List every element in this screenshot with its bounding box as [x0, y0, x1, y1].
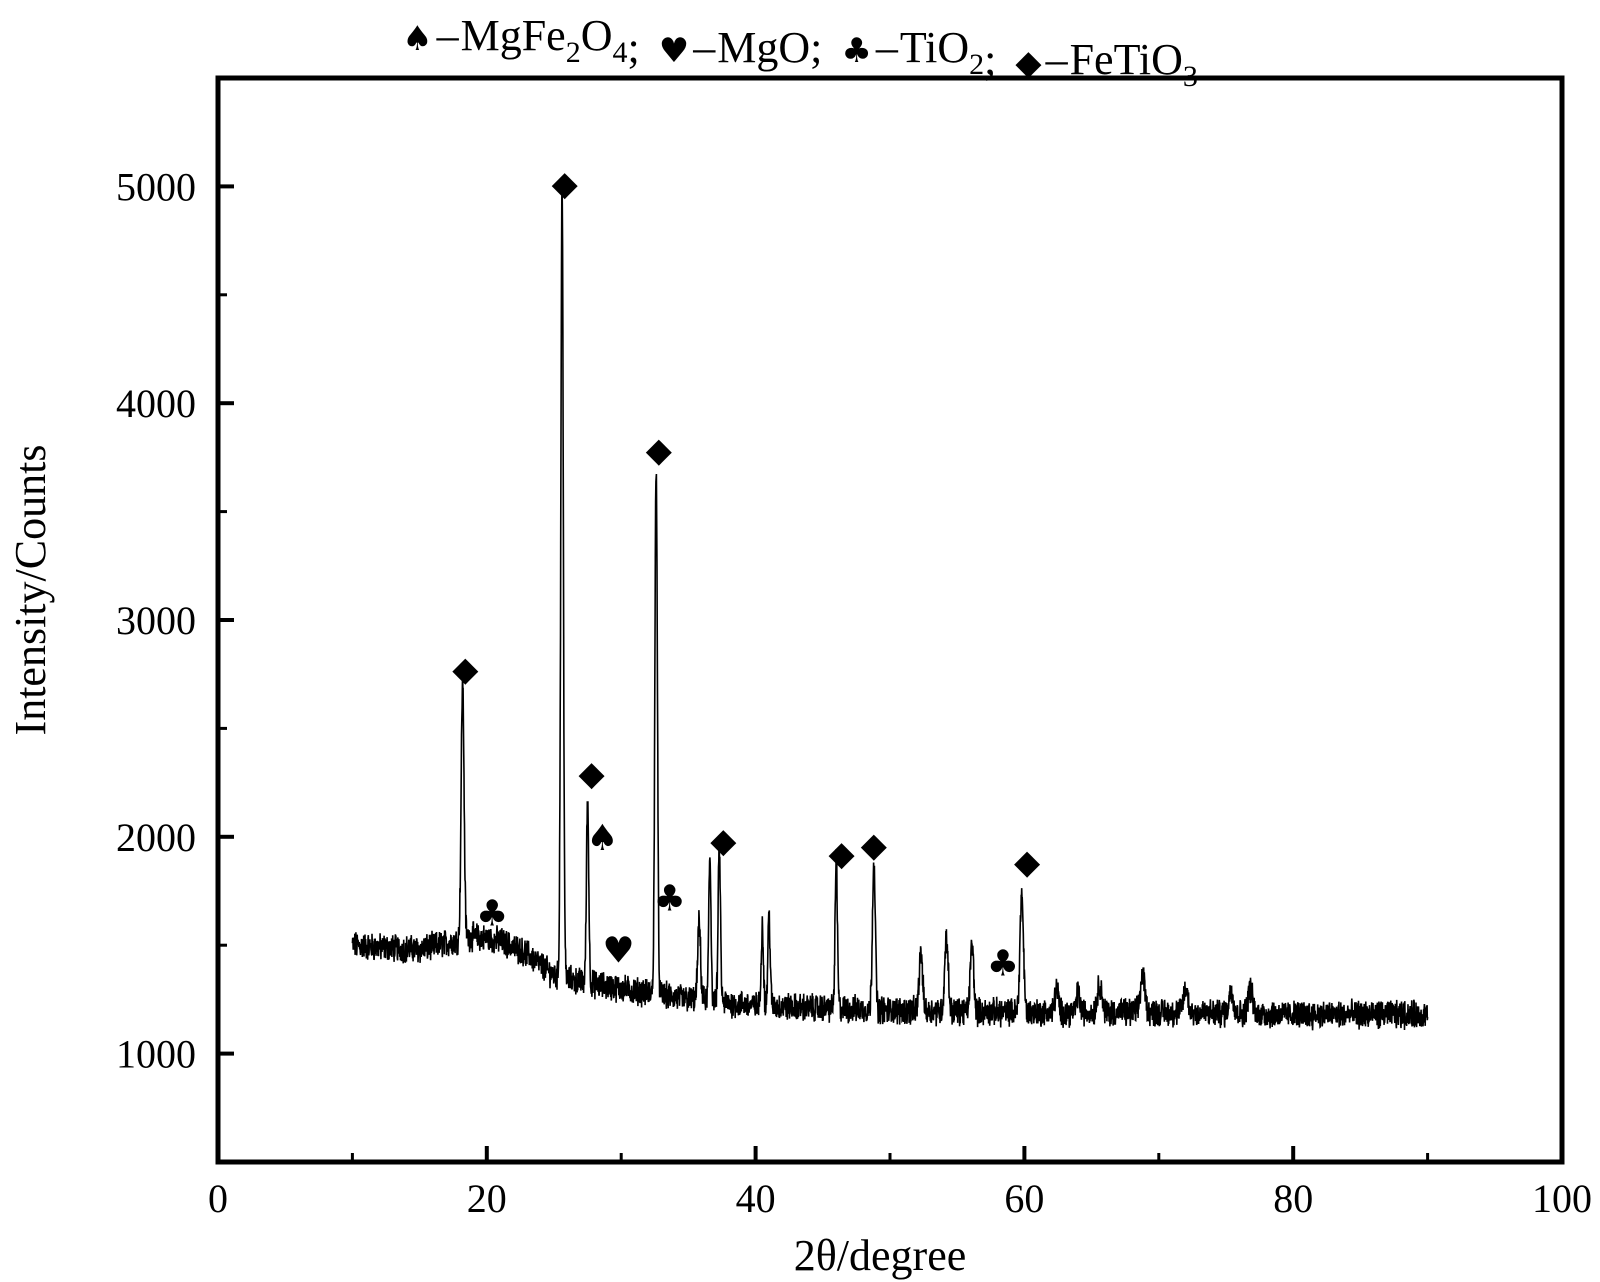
- x-tick-label: 60: [1004, 1176, 1044, 1221]
- y-tick-label: 2000: [116, 815, 196, 860]
- legend-separator: ;: [810, 23, 822, 72]
- legend-dash: –: [692, 23, 716, 72]
- legend-subscript: 2: [969, 48, 984, 81]
- legend-separator: ;: [984, 35, 996, 84]
- x-axis-title: 2θ/degree: [794, 1231, 967, 1280]
- y-axis: 1000 2000 3000 4000 5000: [116, 76, 234, 1164]
- y-axis-title: Intensity/Counts: [6, 445, 55, 736]
- club-marker: ♣: [476, 894, 508, 935]
- x-tick-label: 40: [736, 1176, 776, 1221]
- diamond-marker: ◆: [1014, 843, 1041, 883]
- club-marker: ♣: [653, 879, 685, 920]
- legend-gap: [830, 23, 841, 72]
- legend-label: MgO: [717, 23, 810, 72]
- phase-markers: ◆♣◆◆♠♥◆♣◆ ◆ ◆♣◆: [452, 164, 1041, 984]
- diamond-marker: ◆: [861, 825, 888, 865]
- legend-subscript: 4: [612, 36, 627, 69]
- legend-dash: –: [436, 11, 460, 60]
- diamond-marker: ◆: [710, 821, 737, 861]
- diamond-marker: ◆: [646, 431, 673, 471]
- x-tick-label: 0: [208, 1176, 228, 1221]
- legend-gap: [648, 23, 659, 72]
- xrd-pattern-line: [351, 186, 1429, 1031]
- x-tick-label: 100: [1532, 1176, 1592, 1221]
- y-tick-label: 3000: [116, 598, 196, 643]
- legend-text: ♠–MgFe2O4; ♥–MgO; ♣–TiO2; ◆–FeTiO3: [402, 11, 1198, 93]
- legend-label: TiO: [900, 23, 969, 72]
- diamond-marker: ◆: [552, 164, 579, 204]
- y-tick-label: 5000: [116, 164, 196, 209]
- legend-label: O: [581, 11, 613, 60]
- legend-label: MgFe: [461, 11, 566, 60]
- heart-marker: ♥: [602, 931, 634, 972]
- diamond-marker: ◆: [452, 650, 479, 690]
- club-marker-legend-icon: ♣: [841, 31, 871, 71]
- diamond-marker: ◆: [579, 754, 606, 794]
- x-tick-label: 80: [1273, 1176, 1313, 1221]
- x-axis: 0 20 40 60 80 100: [208, 1146, 1592, 1221]
- spade-marker: ♠: [586, 818, 618, 859]
- y-tick-label: 1000: [116, 1032, 196, 1077]
- club-marker: ♣: [987, 944, 1019, 985]
- legend: ♠–MgFe2O4; ♥–MgO; ♣–TiO2; ◆–FeTiO3: [402, 11, 1198, 93]
- x-tick-label: 20: [467, 1176, 507, 1221]
- legend-subscript: 2: [566, 36, 581, 69]
- y-tick-label: 4000: [116, 381, 196, 426]
- legend-separator: ;: [627, 23, 639, 72]
- spade-marker-legend-icon: ♠: [402, 19, 432, 59]
- legend-dash: –: [875, 23, 899, 72]
- diamond-marker: ◆: [829, 834, 856, 874]
- heart-marker-legend-icon: ♥: [659, 31, 689, 71]
